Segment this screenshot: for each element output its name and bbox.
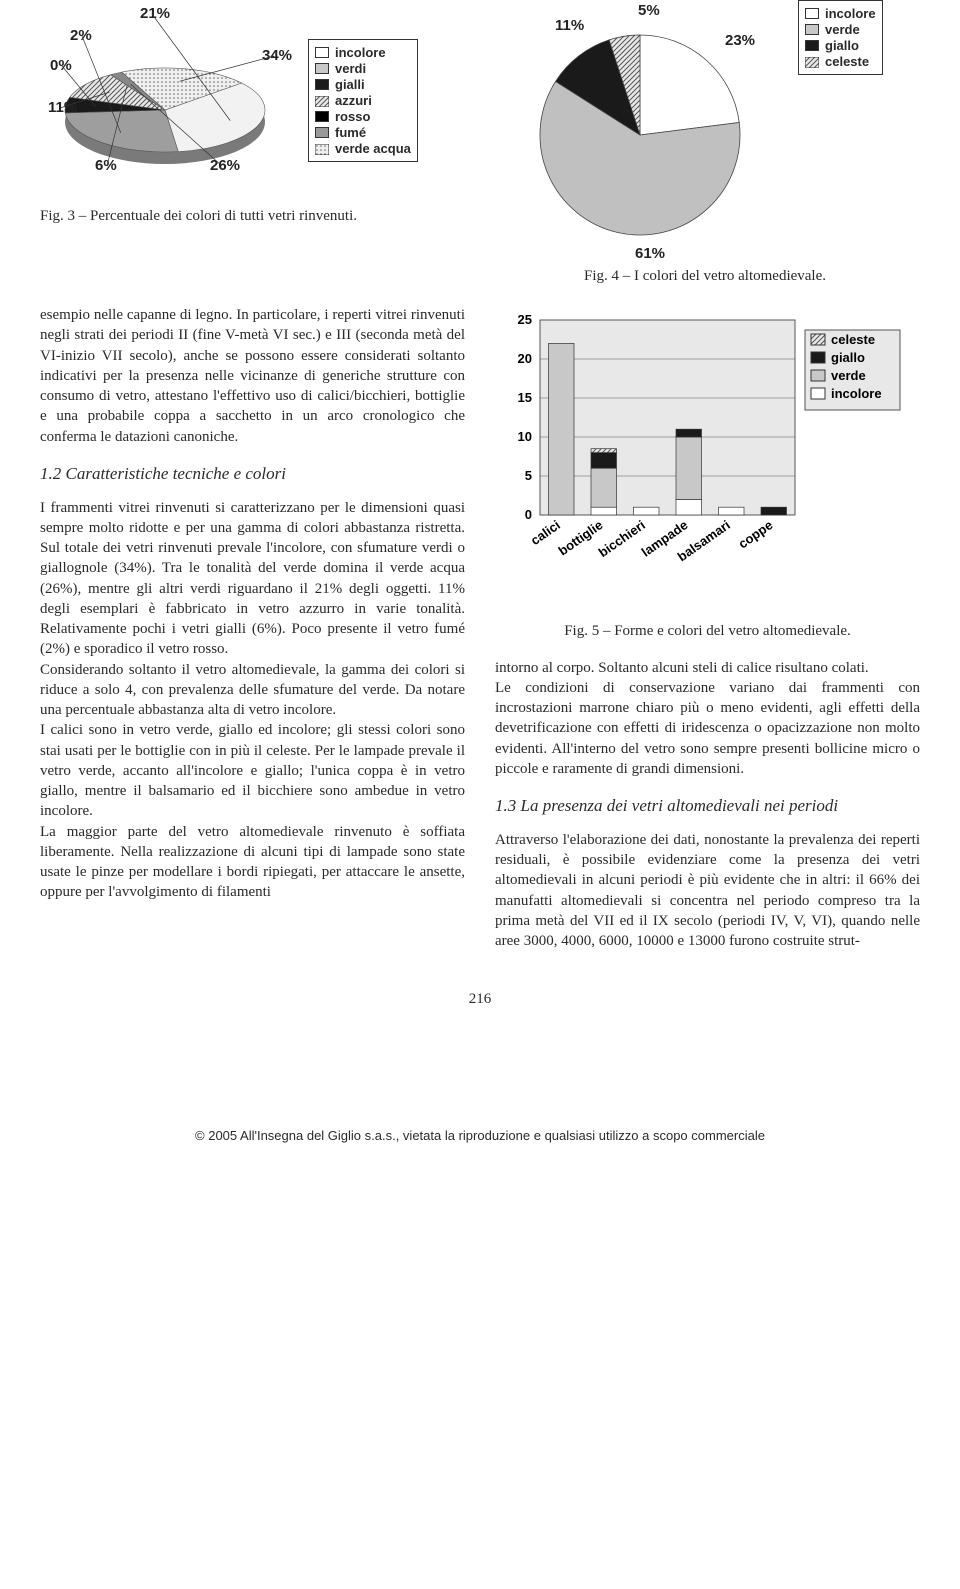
svg-text:coppe: coppe bbox=[735, 517, 775, 551]
para-5: La maggior parte del vetro altomedievale… bbox=[40, 822, 465, 903]
subhead-1-3: 1.3 La presenza dei vetri altomedievali … bbox=[495, 795, 920, 818]
fig5-bar-chart: 0510152025calicibottigliebicchierilampad… bbox=[495, 305, 915, 605]
fig3-pie-chart: 21%2%0%11%6%26%34% bbox=[40, 0, 300, 200]
para-8: Attraverso l'elaborazione dei dati, nono… bbox=[495, 830, 920, 952]
figure-4: 23% 61% 11% 5% incoloreverdegialloceleste F… bbox=[490, 0, 920, 285]
svg-text:15: 15 bbox=[518, 390, 532, 405]
svg-text:6%: 6% bbox=[95, 157, 117, 174]
fig4-caption: Fig. 4 – I colori del vetro altomedieval… bbox=[490, 268, 920, 285]
para-3: Considerando soltanto il vetro altomedie… bbox=[40, 660, 465, 721]
svg-text:0%: 0% bbox=[50, 57, 72, 74]
subhead-1-2: 1.2 Caratteristiche tecniche e colori bbox=[40, 463, 465, 486]
fig3-caption: Fig. 3 – Percentuale dei colori di tutti… bbox=[40, 208, 470, 225]
svg-text:2%: 2% bbox=[70, 27, 92, 44]
svg-text:25: 25 bbox=[518, 312, 532, 327]
svg-text:incolore: incolore bbox=[831, 386, 882, 401]
fig4-pie-chart: 23% 61% 11% 5% bbox=[490, 0, 790, 260]
figure-3: 21%2%0%11%6%26%34% incoloreverdigialliaz… bbox=[40, 0, 470, 285]
svg-text:21%: 21% bbox=[140, 5, 170, 22]
svg-text:5: 5 bbox=[525, 468, 532, 483]
para-2: I frammenti vitrei rinvenuti si caratter… bbox=[40, 498, 465, 660]
svg-text:5%: 5% bbox=[638, 2, 660, 19]
svg-text:10: 10 bbox=[518, 429, 532, 444]
para-7: Le condizioni di conservazione variano d… bbox=[495, 678, 920, 779]
svg-text:34%: 34% bbox=[262, 47, 292, 64]
svg-text:giallo: giallo bbox=[831, 350, 865, 365]
svg-text:verde: verde bbox=[831, 368, 866, 383]
svg-text:0: 0 bbox=[525, 507, 532, 522]
para-6: intorno al corpo. Soltanto alcuni steli … bbox=[495, 658, 920, 678]
para-1: esempio nelle capanne di legno. In parti… bbox=[40, 305, 465, 447]
svg-text:23%: 23% bbox=[725, 32, 755, 49]
svg-text:celeste: celeste bbox=[831, 332, 875, 347]
fig3-legend: incoloreverdigialliazzurirossofuméverde … bbox=[308, 39, 418, 162]
svg-text:61%: 61% bbox=[635, 245, 665, 260]
copyright-footer: © 2005 All'Insegna del Giglio s.a.s., vi… bbox=[40, 1128, 920, 1143]
right-column: 0510152025calicibottigliebicchierilampad… bbox=[495, 305, 920, 951]
fig4-legend: incoloreverdegialloceleste bbox=[798, 0, 883, 75]
left-column: esempio nelle capanne di legno. In parti… bbox=[40, 305, 465, 951]
para-4: I calici sono in vetro verde, giallo ed … bbox=[40, 720, 465, 821]
figure-5: 0510152025calicibottigliebicchierilampad… bbox=[495, 305, 920, 642]
svg-text:11%: 11% bbox=[555, 17, 584, 34]
fig5-caption: Fig. 5 – Forme e colori del vetro altome… bbox=[495, 621, 920, 641]
svg-text:bicchieri: bicchieri bbox=[596, 517, 648, 560]
page-number: 216 bbox=[40, 991, 920, 1008]
svg-text:20: 20 bbox=[518, 351, 532, 366]
